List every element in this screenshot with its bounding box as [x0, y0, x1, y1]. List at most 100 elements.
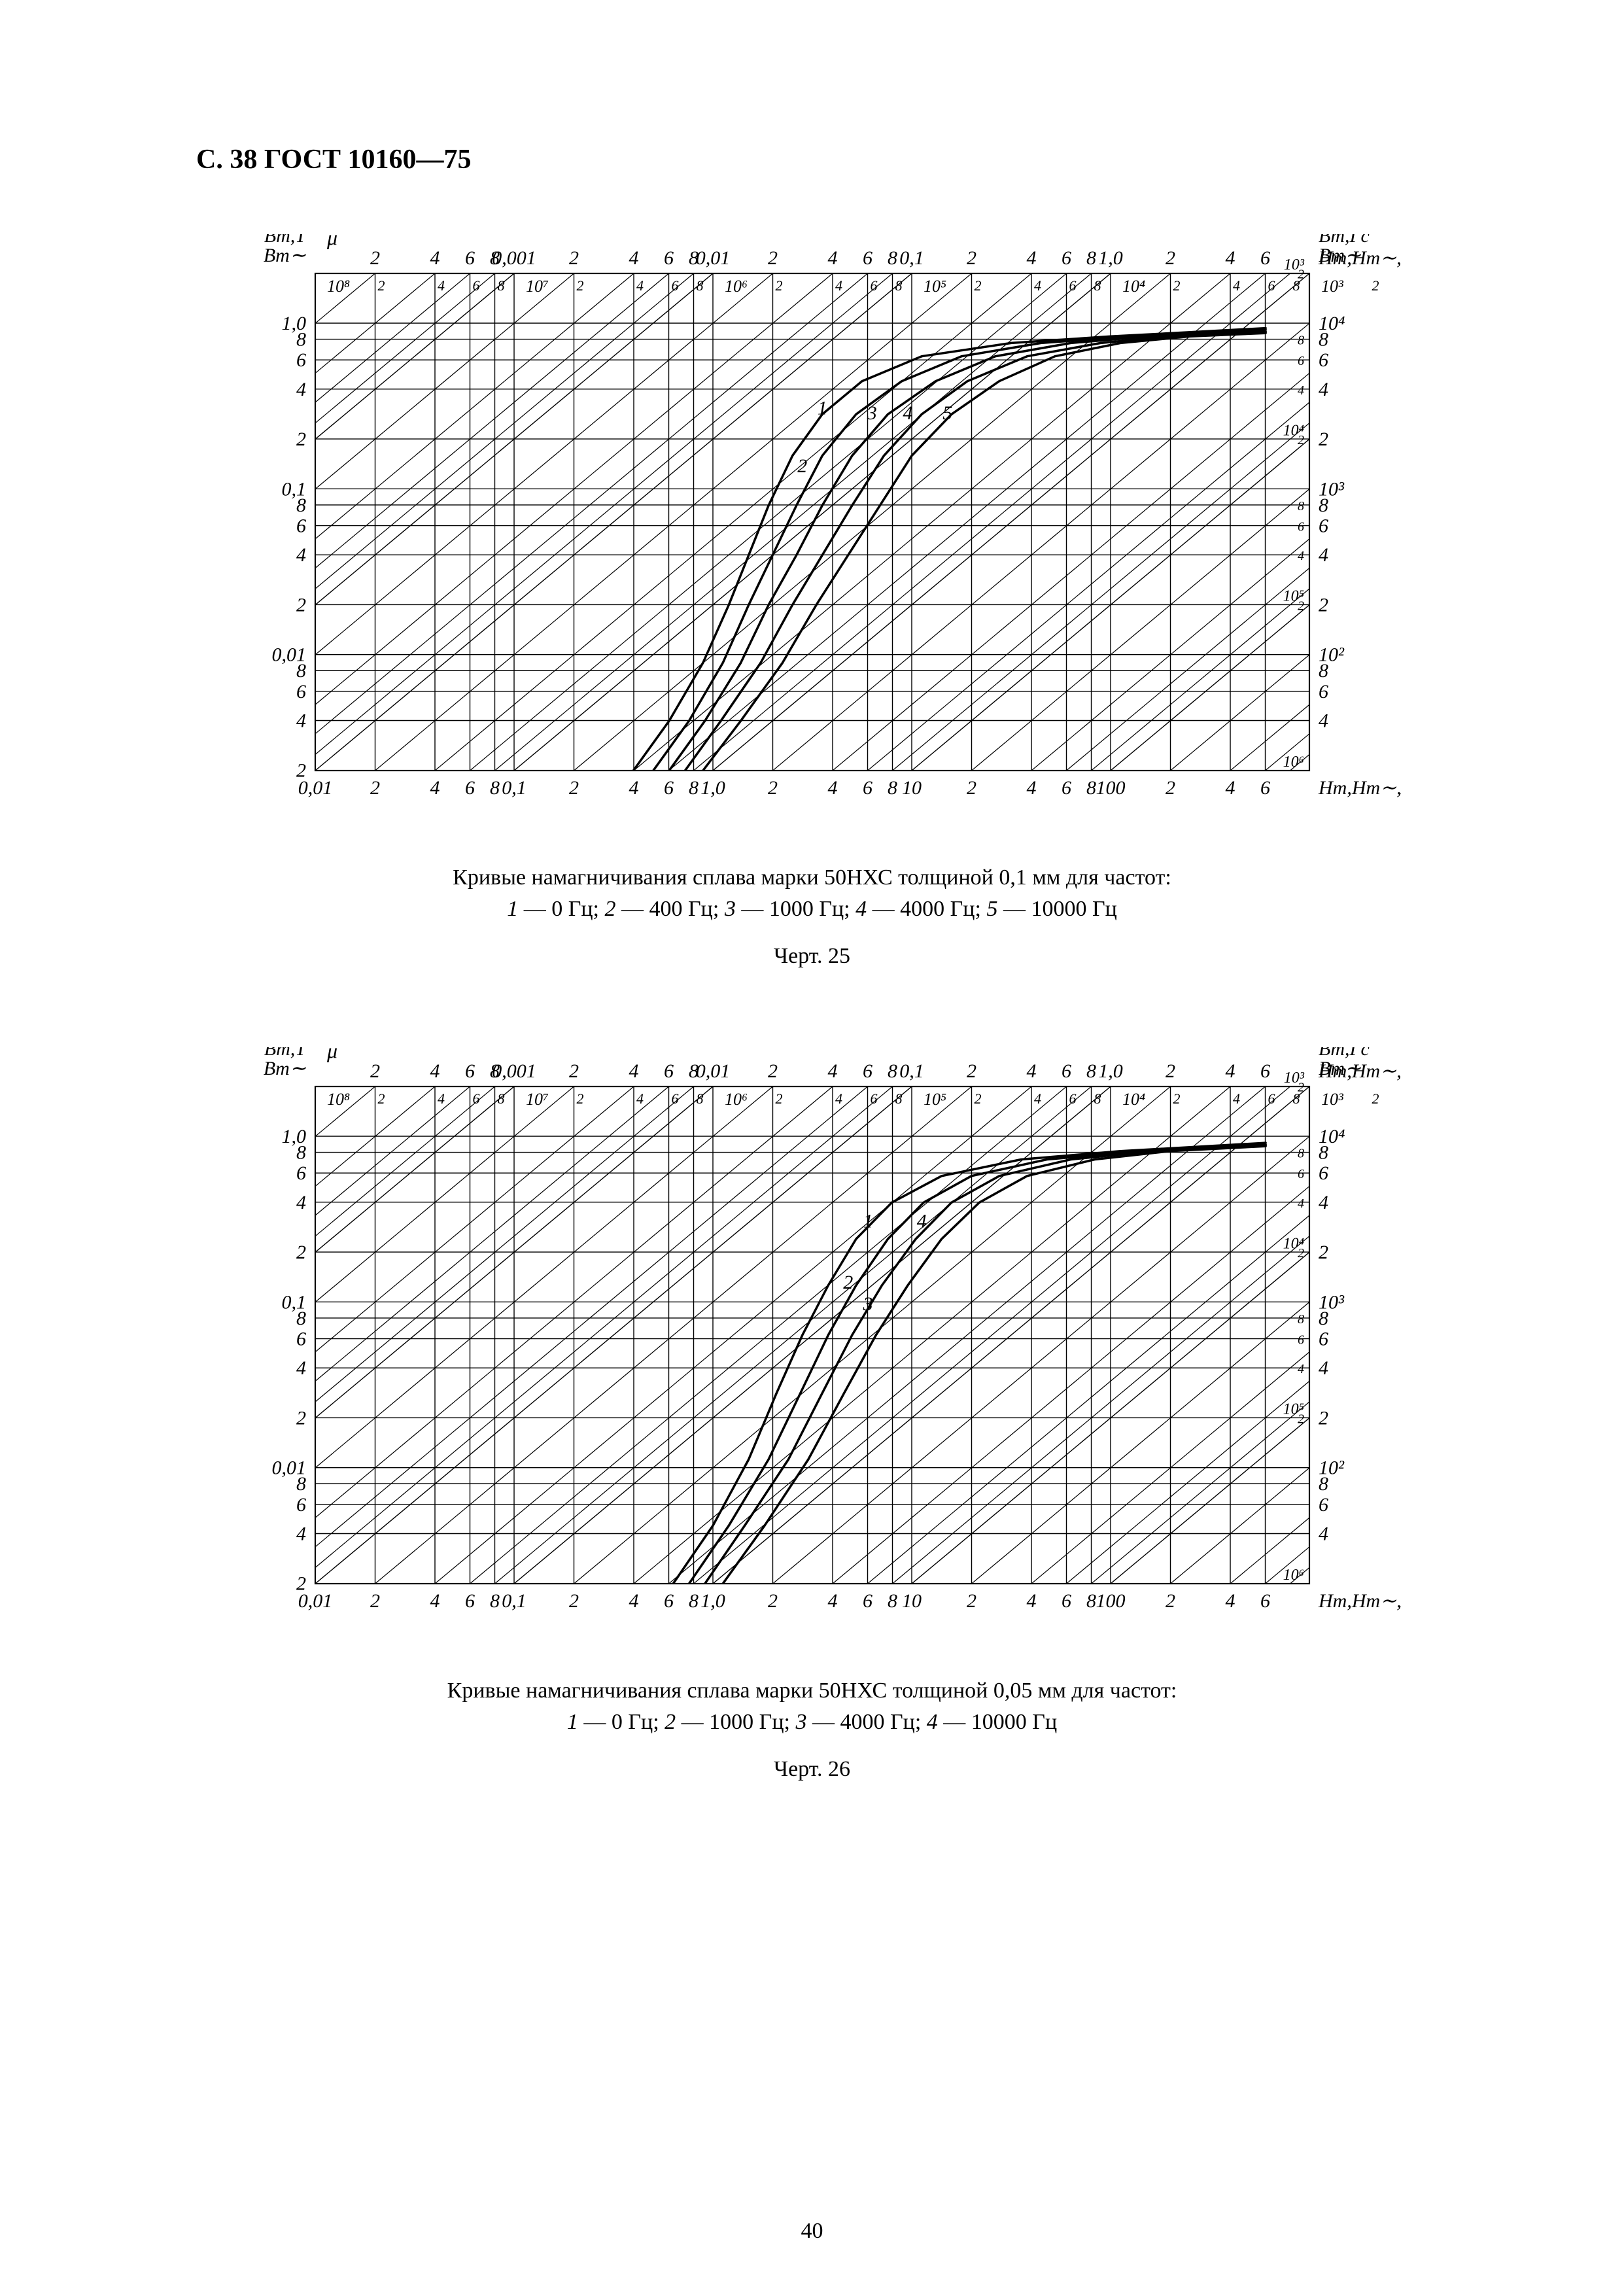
- figure-26-label: Черт. 26: [774, 1757, 850, 1782]
- svg-text:2: 2: [576, 277, 583, 294]
- svg-text:2: 2: [576, 1090, 583, 1107]
- svg-text:10⁴: 10⁴: [1319, 1126, 1345, 1147]
- svg-text:8: 8: [497, 1090, 504, 1107]
- svg-text:Bm∼: Bm∼: [263, 1058, 305, 1079]
- svg-text:10⁶: 10⁶: [1283, 1567, 1304, 1584]
- svg-text:8: 8: [1094, 277, 1101, 294]
- svg-text:2: 2: [967, 247, 976, 269]
- svg-text:6: 6: [863, 1060, 872, 1082]
- figure-26-block: 12340,0124680,124681,0246810246810024624…: [196, 1047, 1428, 1782]
- page-header: С. 38 ГОСТ 10160—75: [196, 144, 1428, 175]
- svg-text:2: 2: [377, 1090, 385, 1107]
- svg-text:8: 8: [1298, 334, 1304, 348]
- svg-text:6: 6: [1260, 1590, 1270, 1612]
- svg-text:0,1: 0,1: [502, 777, 527, 799]
- svg-text:2: 2: [775, 1090, 782, 1107]
- svg-text:6: 6: [296, 1494, 306, 1516]
- svg-text:4: 4: [1319, 710, 1328, 731]
- svg-text:2: 2: [569, 777, 579, 799]
- caption-line2: 1 — 0 Гц; 2 — 1000 Гц; 3 — 4000 Гц; 4 — …: [567, 1710, 1057, 1734]
- svg-text:6: 6: [465, 1060, 475, 1082]
- svg-text:8: 8: [689, 1590, 699, 1612]
- svg-text:4: 4: [296, 1357, 306, 1379]
- svg-text:3: 3: [862, 1293, 872, 1315]
- svg-text:8: 8: [1086, 1060, 1096, 1082]
- svg-text:0,01: 0,01: [271, 1457, 306, 1479]
- svg-text:0,01: 0,01: [271, 644, 306, 666]
- svg-text:1,0: 1,0: [700, 1590, 725, 1612]
- svg-text:4: 4: [636, 277, 644, 294]
- svg-text:6: 6: [296, 515, 306, 537]
- svg-text:4: 4: [430, 1060, 440, 1082]
- svg-text:0,001: 0,001: [492, 1060, 536, 1082]
- svg-text:8: 8: [895, 1090, 902, 1107]
- svg-text:4: 4: [438, 1090, 445, 1107]
- page-number: 40: [0, 2219, 1624, 2244]
- svg-text:6: 6: [1319, 1329, 1328, 1350]
- svg-text:4: 4: [1225, 1060, 1235, 1082]
- svg-text:4: 4: [296, 544, 306, 566]
- svg-text:2: 2: [1166, 1590, 1175, 1612]
- svg-text:6: 6: [664, 247, 674, 269]
- svg-text:8: 8: [1086, 1590, 1096, 1612]
- svg-text:1,0: 1,0: [281, 1126, 306, 1147]
- svg-text:6: 6: [870, 1090, 877, 1107]
- svg-text:4: 4: [835, 277, 842, 294]
- svg-text:0,1: 0,1: [281, 1292, 306, 1313]
- svg-text:μ: μ: [326, 234, 337, 249]
- svg-text:1: 1: [863, 1211, 872, 1232]
- svg-text:4: 4: [1319, 544, 1328, 566]
- svg-text:6: 6: [1069, 277, 1076, 294]
- svg-text:2: 2: [296, 594, 306, 616]
- svg-text:4: 4: [1319, 1523, 1328, 1545]
- svg-text:6: 6: [664, 777, 674, 799]
- svg-text:4: 4: [296, 710, 306, 731]
- svg-text:6: 6: [1062, 1590, 1071, 1612]
- svg-text:6: 6: [296, 681, 306, 703]
- document-page: С. 38 ГОСТ 10160—75 123450,0124680,12468…: [0, 0, 1624, 2296]
- svg-text:6: 6: [1062, 777, 1071, 799]
- svg-text:4: 4: [629, 247, 638, 269]
- svg-text:6: 6: [1298, 1333, 1304, 1348]
- svg-text:8: 8: [888, 777, 897, 799]
- svg-text:2: 2: [974, 1090, 981, 1107]
- svg-text:10: 10: [902, 1590, 922, 1612]
- svg-text:10: 10: [902, 777, 922, 799]
- svg-text:4: 4: [1319, 1192, 1328, 1213]
- chart-25: 123450,0124680,124681,024681024681002462…: [224, 234, 1401, 836]
- svg-text:8: 8: [1094, 1090, 1101, 1107]
- svg-text:2: 2: [1298, 1081, 1304, 1095]
- svg-text:8: 8: [490, 1590, 500, 1612]
- svg-text:4: 4: [629, 777, 638, 799]
- svg-text:4: 4: [1225, 777, 1235, 799]
- svg-text:Hm,Hm∼,А/м: Hm,Hm∼,А/м: [1318, 1590, 1401, 1612]
- svg-text:4: 4: [916, 1211, 926, 1232]
- svg-text:4: 4: [430, 247, 440, 269]
- svg-text:4: 4: [1298, 383, 1304, 398]
- svg-text:Hm,Hm∼,А/м: Hm,Hm∼,А/м: [1318, 777, 1401, 799]
- svg-text:6: 6: [465, 777, 475, 799]
- svg-text:8: 8: [497, 277, 504, 294]
- svg-text:10²: 10²: [1319, 1457, 1345, 1479]
- svg-text:2: 2: [296, 1408, 306, 1429]
- svg-text:2: 2: [775, 277, 782, 294]
- svg-text:4: 4: [1298, 549, 1304, 563]
- svg-text:4: 4: [430, 1590, 440, 1612]
- svg-text:0,1: 0,1: [899, 1060, 924, 1082]
- svg-text:0,001: 0,001: [492, 247, 536, 269]
- svg-text:6: 6: [1319, 1494, 1328, 1516]
- svg-text:6: 6: [863, 777, 872, 799]
- svg-text:6: 6: [1319, 1162, 1328, 1184]
- svg-text:10³: 10³: [1319, 478, 1345, 500]
- svg-text:2: 2: [768, 247, 778, 269]
- svg-text:1: 1: [817, 397, 827, 419]
- svg-text:4: 4: [827, 1590, 837, 1612]
- svg-text:2: 2: [967, 1060, 976, 1082]
- svg-text:2: 2: [370, 1590, 380, 1612]
- svg-text:6: 6: [863, 1590, 872, 1612]
- svg-text:8: 8: [689, 777, 699, 799]
- svg-text:Hm,Hm∼,э: Hm,Hm∼,э: [1318, 247, 1401, 269]
- svg-text:4: 4: [903, 402, 912, 424]
- svg-text:10³: 10³: [1319, 1292, 1345, 1313]
- svg-text:4: 4: [296, 1523, 306, 1545]
